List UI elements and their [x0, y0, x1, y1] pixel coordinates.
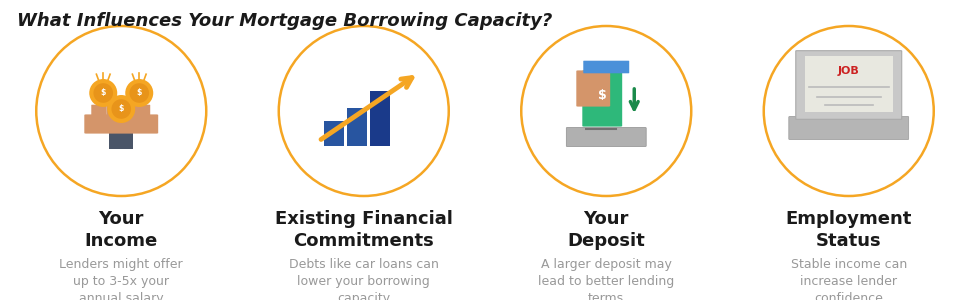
FancyBboxPatch shape [107, 105, 121, 119]
Text: Your
Deposit: Your Deposit [567, 210, 644, 250]
Text: $: $ [137, 88, 141, 98]
FancyBboxPatch shape [121, 105, 136, 119]
FancyBboxPatch shape [581, 70, 621, 127]
Text: What Influences Your Mortgage Borrowing Capacity?: What Influences Your Mortgage Borrowing … [17, 12, 552, 30]
Bar [324, 121, 343, 146]
Text: JOB: JOB [837, 66, 859, 76]
Text: $: $ [597, 89, 606, 103]
Ellipse shape [111, 99, 131, 119]
FancyBboxPatch shape [576, 70, 610, 106]
Text: $: $ [118, 104, 124, 113]
FancyBboxPatch shape [582, 61, 629, 73]
FancyBboxPatch shape [91, 105, 107, 119]
Ellipse shape [108, 95, 135, 123]
Text: A larger deposit may
lead to better lending
terms: A larger deposit may lead to better lend… [538, 258, 673, 300]
Bar [109, 129, 133, 149]
FancyBboxPatch shape [804, 56, 891, 112]
Ellipse shape [89, 79, 117, 107]
FancyBboxPatch shape [135, 105, 150, 119]
FancyBboxPatch shape [566, 128, 645, 147]
FancyBboxPatch shape [788, 116, 908, 140]
Text: Your
Income: Your Income [84, 210, 158, 250]
Text: Debts like car loans can
lower your borrowing
capacity: Debts like car loans can lower your borr… [289, 258, 438, 300]
Ellipse shape [129, 83, 149, 103]
Text: Employment
Status: Employment Status [785, 210, 911, 250]
Text: Lenders might offer
up to 3-5x your
annual salary: Lenders might offer up to 3-5x your annu… [59, 258, 183, 300]
Bar [369, 91, 390, 146]
FancyBboxPatch shape [84, 114, 158, 134]
Ellipse shape [125, 79, 153, 107]
Ellipse shape [93, 83, 113, 103]
Text: $: $ [101, 88, 106, 98]
Text: Existing Financial
Commitments: Existing Financial Commitments [274, 210, 453, 250]
FancyBboxPatch shape [795, 51, 901, 119]
Text: Stable income can
increase lender
confidence: Stable income can increase lender confid… [790, 258, 906, 300]
Bar [346, 108, 366, 146]
